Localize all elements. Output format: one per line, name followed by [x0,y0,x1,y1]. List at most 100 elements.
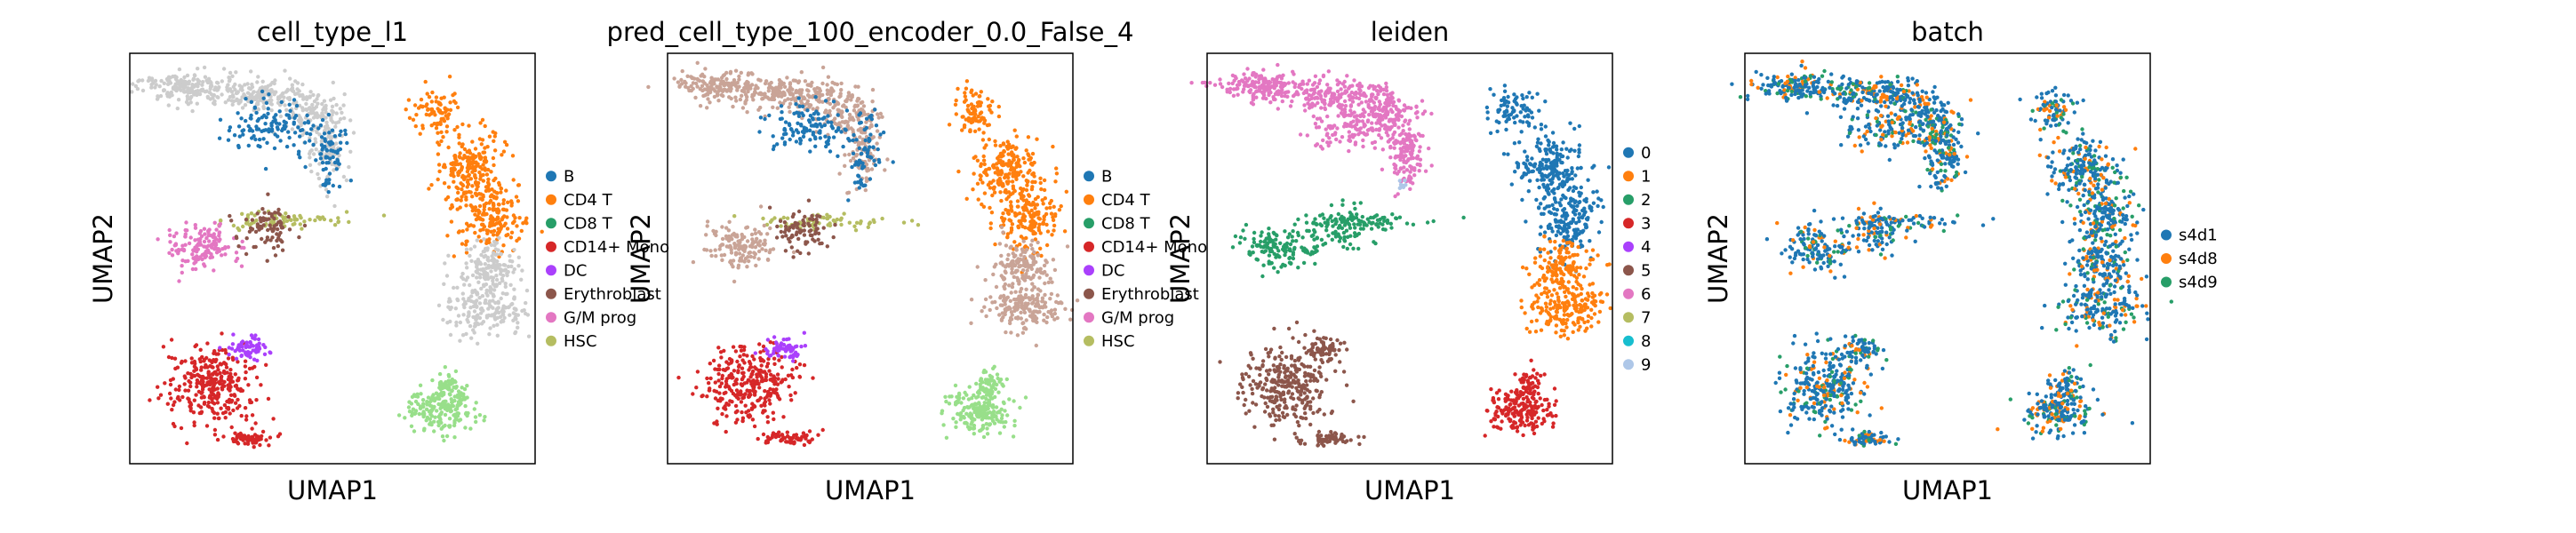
scatter-point [257,116,261,122]
scatter-point [465,239,469,243]
scatter-point [505,227,510,231]
scatter-point [268,227,273,231]
scatter-point [240,239,244,244]
scatter-point [841,144,845,149]
scatter-point [808,103,812,107]
scatter-point [768,226,772,231]
scatter-point [779,104,784,108]
scatter-point [811,131,816,135]
scatter-point [769,80,773,85]
scatter-point [1005,139,1010,144]
scatter-point [816,433,820,437]
scatter-point [984,314,988,319]
scatter-point [436,163,442,167]
scatter-point [301,97,306,101]
scatter-point [179,426,184,431]
scatter-point [838,218,843,222]
scatter-point [198,88,204,93]
scatter-point [1025,208,1029,212]
scatter-point [504,142,509,147]
scatter-point [203,255,207,259]
scatter-point [485,274,490,279]
scatter-point [782,220,788,225]
scatter-point [279,99,284,105]
scatter-point [342,91,347,97]
scatter-point [830,80,835,85]
scatter-point [256,107,260,112]
scatter-point [204,235,209,241]
scatter-point [250,136,254,140]
scatter-point [175,106,180,111]
scatter-point [836,113,840,117]
scatter-point [499,190,503,195]
scatter-point [802,126,807,131]
scatter-point [1030,179,1036,184]
scatter-point [885,157,890,162]
scatter-point [1024,247,1029,252]
scatter-point [336,219,340,225]
scatter-point [1025,260,1029,266]
scatter-point [963,94,968,99]
scatter-point [266,107,270,111]
scatter-point [260,79,265,84]
scatter-point [199,368,204,372]
scatter-point [700,84,705,89]
scatter-point [987,422,991,426]
scatter-point [771,410,775,415]
scatter-point [847,152,852,157]
scatter-point [446,253,451,258]
scatter-point [846,198,851,203]
scatter-point [1051,258,1056,262]
scatter-point [425,415,430,420]
scatter-point [229,346,235,351]
scatter-point [707,388,712,393]
scatter-point [256,75,260,79]
scatter-point [796,236,801,242]
scatter-point [756,91,762,96]
scatter-point [236,442,241,446]
scatter-point [166,75,172,80]
scatter-point [314,105,319,109]
scatter-point [974,395,979,400]
scatter-point [969,90,973,95]
scatter-point [1001,230,1005,235]
scatter-point [780,116,784,121]
scatter-point [1016,204,1020,209]
scatter-point [478,174,484,179]
scatter-point [747,251,751,255]
scatter-point [509,203,514,208]
scatter-point [774,341,779,346]
scatter-point [203,232,207,236]
scatter-point [795,365,799,370]
scatter-point [987,401,992,405]
scatter-point [449,162,453,166]
scatter-point [956,391,962,396]
scatter-point [330,162,334,166]
scatter-point [997,160,1002,165]
scatter-point [680,68,684,74]
scatter-point [764,372,769,377]
scatter-point [341,115,347,121]
scatter-point [752,92,756,98]
scatter-point [449,219,454,224]
scatter-point [1014,248,1019,252]
scatter-point [1045,314,1050,320]
scatter-point [810,80,814,85]
scatter-point [223,100,228,105]
scatter-point [526,334,532,338]
scatter-point [439,403,444,409]
scatter-point [496,227,500,231]
legend-label: CD14+ Mono [564,238,669,257]
scatter-point [180,270,184,275]
scatter-point [1038,246,1043,251]
scatter-point [455,105,460,110]
scatter-point [188,96,193,101]
scatter-point [749,407,755,411]
scatter-point [1015,155,1020,159]
scatter-point [999,198,1004,203]
scatter-point [273,253,278,258]
scatter-point [339,140,343,145]
scatter-point [775,224,780,229]
scatter-point [772,356,777,361]
scatter-point [1025,183,1029,187]
